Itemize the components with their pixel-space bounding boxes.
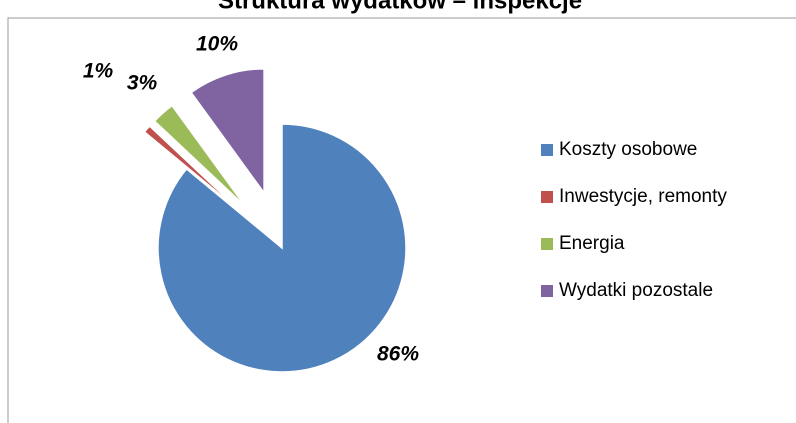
legend-label: Wydatki pozostale [559, 280, 713, 301]
data-label: 10% [196, 33, 238, 56]
legend-swatch [541, 144, 553, 156]
data-label: 1% [83, 60, 114, 83]
data-label: 3% [127, 72, 158, 95]
legend-label: Koszty osobowe [559, 139, 697, 160]
legend-swatch [541, 285, 553, 297]
pie-slice [157, 123, 407, 373]
legend-swatch [541, 238, 553, 250]
pie-slice [143, 125, 241, 212]
chart-title: Struktura wydatków – inspekcje [218, 0, 582, 14]
pie-slice [190, 68, 265, 196]
legend-label: Energia [559, 233, 625, 254]
pie-slice [153, 104, 246, 207]
legend-label: Inwestycje, remonty [559, 186, 727, 207]
data-label: 86% [377, 343, 419, 366]
legend-swatch [541, 191, 553, 203]
chart-frame [7, 17, 796, 423]
